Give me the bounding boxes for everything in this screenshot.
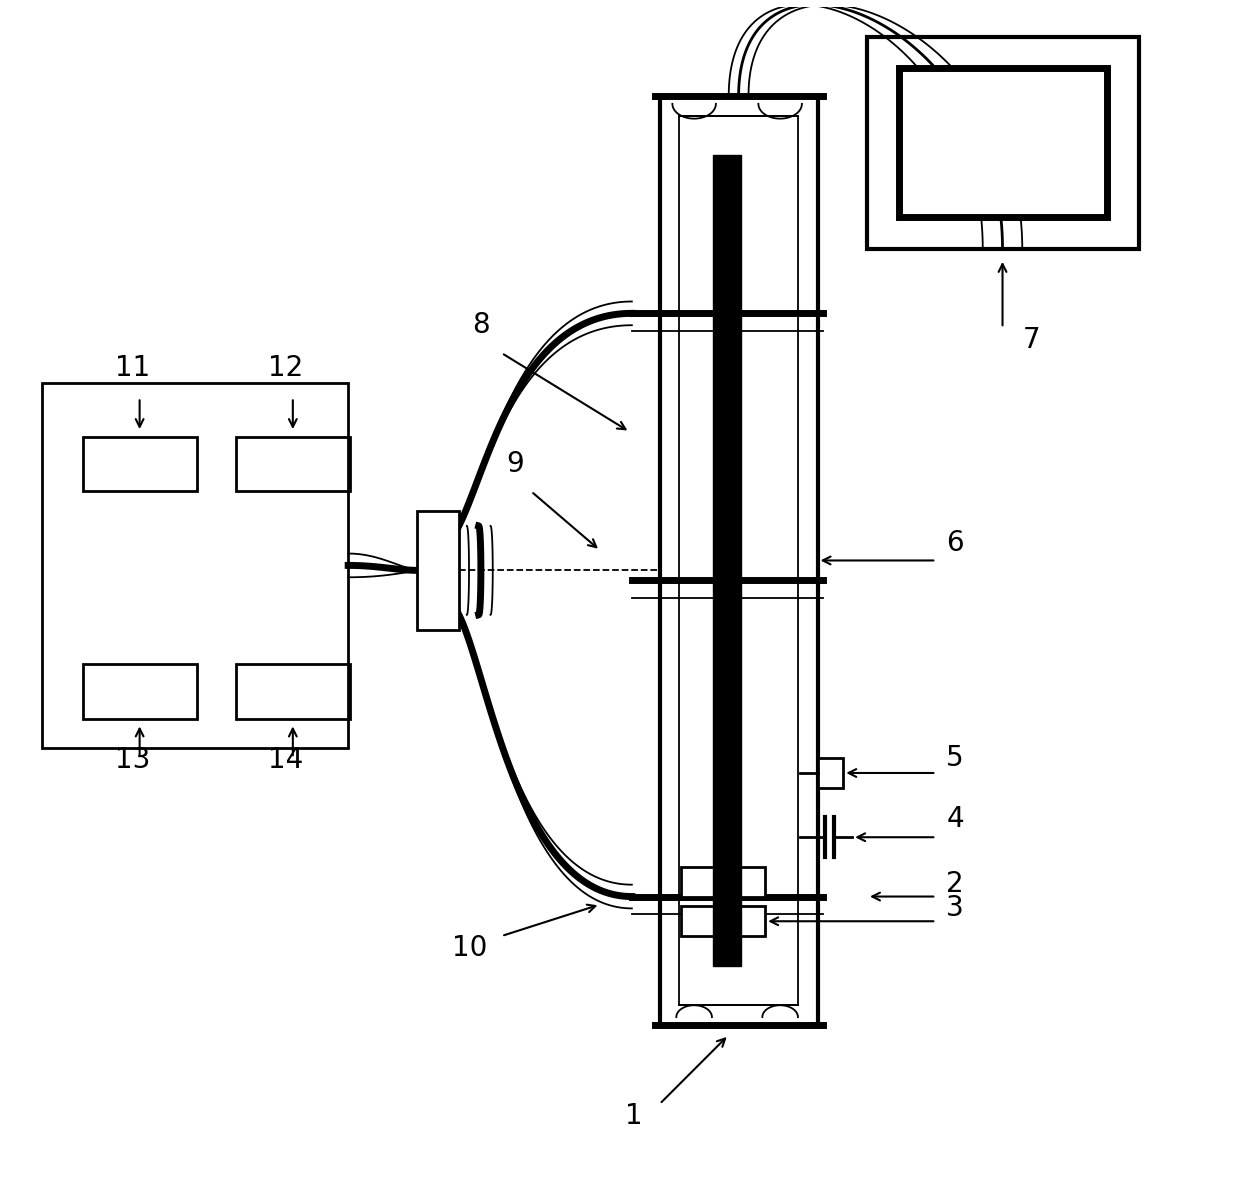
Bar <box>83 437 197 491</box>
Bar <box>817 758 843 788</box>
Bar <box>899 68 1107 217</box>
Bar <box>237 437 350 491</box>
Bar <box>660 96 817 1024</box>
Text: 3: 3 <box>946 895 963 922</box>
Text: 7: 7 <box>1022 325 1040 354</box>
Text: 2: 2 <box>946 870 963 897</box>
Text: 8: 8 <box>471 311 490 339</box>
Text: 12: 12 <box>268 353 304 382</box>
Bar <box>867 36 1138 249</box>
Text: 10: 10 <box>451 934 487 962</box>
Text: 9: 9 <box>506 449 525 478</box>
Bar <box>680 115 797 1005</box>
Text: 1: 1 <box>625 1101 642 1130</box>
Text: 11: 11 <box>115 353 150 382</box>
Bar <box>237 664 350 718</box>
Text: 5: 5 <box>946 745 963 772</box>
Bar <box>42 383 348 748</box>
Text: 6: 6 <box>946 528 963 556</box>
Bar <box>418 512 459 629</box>
Bar <box>83 664 197 718</box>
Text: 13: 13 <box>115 746 150 773</box>
Text: 4: 4 <box>946 806 963 833</box>
Text: 14: 14 <box>268 746 304 773</box>
Bar <box>713 155 740 966</box>
Bar <box>681 867 765 896</box>
Bar <box>681 907 765 936</box>
